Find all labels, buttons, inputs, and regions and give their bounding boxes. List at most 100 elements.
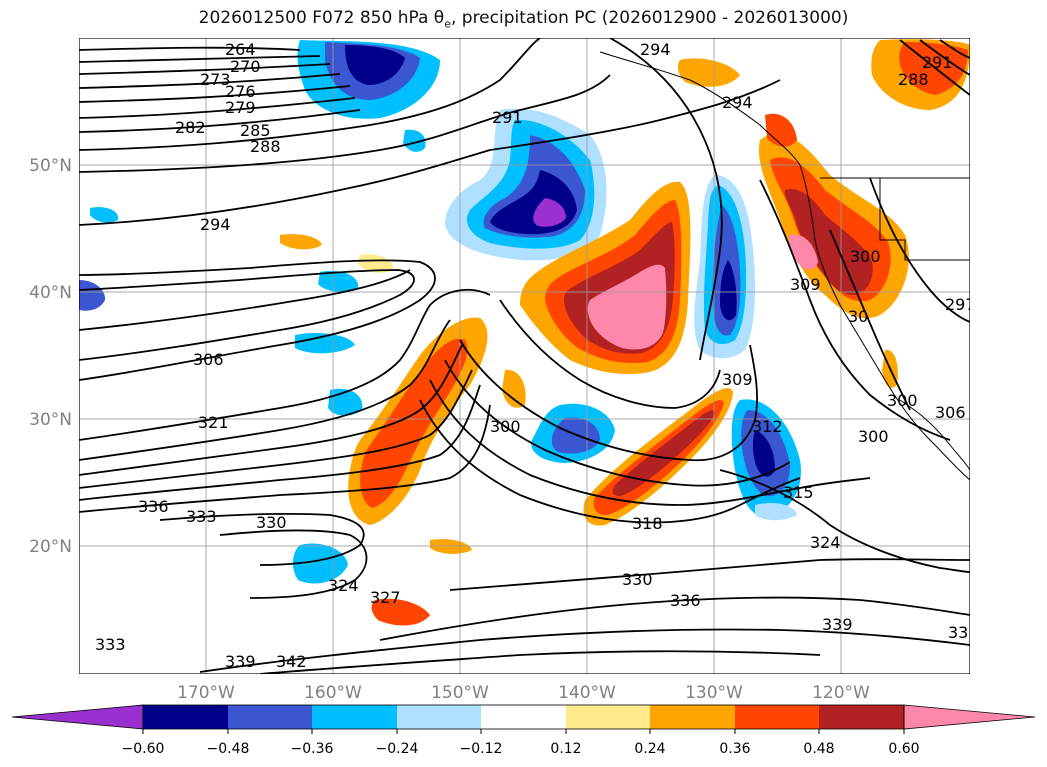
contour-label: 291 [922,53,953,72]
contour-line-294 [79,79,781,226]
contour-line-330c [449,558,970,591]
lon-label: 160°W [304,683,362,703]
shade-blob-neg-east-inner [720,260,737,321]
lon-label: 130°W [685,683,743,703]
contour-label: 300 [887,391,918,410]
coastline-border-inland [879,178,970,261]
shade-blob-pos-band-dark [612,410,715,496]
contour-line-264 [79,46,301,51]
shade-blob-pos-core-peak [587,264,667,350]
contour-label: 324 [328,576,359,595]
shade-blob-neg-north-peak [533,198,566,227]
contour-line-336 [79,404,491,513]
colorbar-tick-label: 0.60 [888,741,919,757]
colorbar-tick-label: −0.48 [207,741,250,757]
shade-blob-neg-small-5 [403,129,426,152]
theta-e-contours [79,38,970,674]
contour-line-285b [939,39,970,59]
shade-blob-pos-small-8 [765,113,797,147]
contour-line-270 [79,55,321,63]
contour-line-276 [79,73,341,89]
contour-label: 312 [752,417,783,436]
latitude-labels: 50°N 40°N 30°N 20°N [29,156,72,557]
contour-label: 330 [256,513,287,532]
contour-label: 30 [848,307,868,326]
colorbar-tick-label: −0.36 [291,741,334,757]
contour-label: 270 [230,57,261,76]
contour-label: 291 [492,108,523,127]
coastline-alaska [599,51,801,166]
title-prefix: 2026012500 F072 850 hPa θ [198,8,445,28]
contour-label: 276 [225,82,256,101]
title-suffix: , precipitation PC (2026012900 - 2026013… [450,8,849,28]
longitude-labels: 170°W 160°W 150°W 140°W 130°W 120°W [177,683,870,703]
contour-label: 336 [670,591,701,610]
contour-line-303b [759,179,951,441]
contour-label: 294 [200,215,231,234]
contour-line-303 [79,269,415,361]
contour-label: 333 [186,507,217,526]
contour-labels: 264 270 273 276 279 282 285 288 291 294 … [95,40,970,671]
map-plot-area: 264 270 273 276 279 282 285 288 291 294 … [79,38,970,674]
colorbar-tick-label: −0.12 [460,741,503,757]
contour-label: 264 [225,40,256,59]
shade-blob-neg-se-inner [752,430,775,477]
contour-line-315 [429,379,871,506]
contour-label: 342 [276,652,307,671]
shade-blob-neg-small-8 [755,503,797,521]
contour-label: 306 [935,403,966,422]
map-title: 2026012500 F072 850 hPa θe, precipitatio… [0,8,1047,30]
contour-label: 339 [225,652,256,671]
colorbar-segment [312,705,397,729]
colorbar-segment [397,705,481,729]
colorbar-ticks [142,729,905,734]
contour-line-288b [919,39,970,76]
colorbar-segment [228,705,312,729]
contour-label: 309 [722,370,753,389]
contour-label: 333 [95,635,126,654]
contour-line-342 [259,650,821,674]
contour-label: 33 [948,623,968,642]
contour-line-294b [609,38,723,361]
coastline-baja [899,399,970,471]
lat-label: 50°N [29,156,72,176]
colorbar-extend-min [11,704,144,730]
contour-line-300b [499,299,721,409]
contour-label: 282 [175,118,206,137]
colorbar-tick-label: 0.24 [634,741,665,757]
contour-line-330b [219,529,368,599]
contour-line-339 [199,628,970,673]
colorbar-extend-max [903,704,1036,730]
contour-label: 300 [850,247,881,266]
contour-label: 327 [370,588,401,607]
shade-blob-pos-small-6 [430,539,472,554]
contour-line-291b [899,39,970,96]
contour-line-324b [719,469,970,573]
contour-label: 306 [193,350,224,369]
contour-label: 309 [790,275,821,294]
contour-label: 273 [200,70,231,89]
contour-label: 336 [138,497,169,516]
shading-negative [79,40,849,584]
shade-blob-pos-small-1 [677,58,740,87]
title-subscript: e [444,17,451,31]
colorbar-tick-label: −0.24 [376,741,419,757]
contour-line-336b [379,596,970,641]
lat-label: 20°N [29,537,72,557]
colorbar-segment [735,705,819,729]
contour-label: 288 [250,137,281,156]
shading-positive [280,39,970,626]
shade-blob-neg-nw-inner [345,45,405,85]
contour-line-318 [419,399,801,524]
contour-line-300 [79,269,411,331]
contour-label: 318 [632,514,663,533]
contour-label: 279 [225,98,256,117]
shade-blob-pos-west-mid [360,338,468,508]
shade-blob-neg-small-6 [90,207,119,223]
contour-line-297 [869,177,970,323]
lat-label: 40°N [29,283,72,303]
colorbar-segment [566,705,650,729]
contour-line-309 [459,339,758,462]
coastlines [599,51,970,481]
